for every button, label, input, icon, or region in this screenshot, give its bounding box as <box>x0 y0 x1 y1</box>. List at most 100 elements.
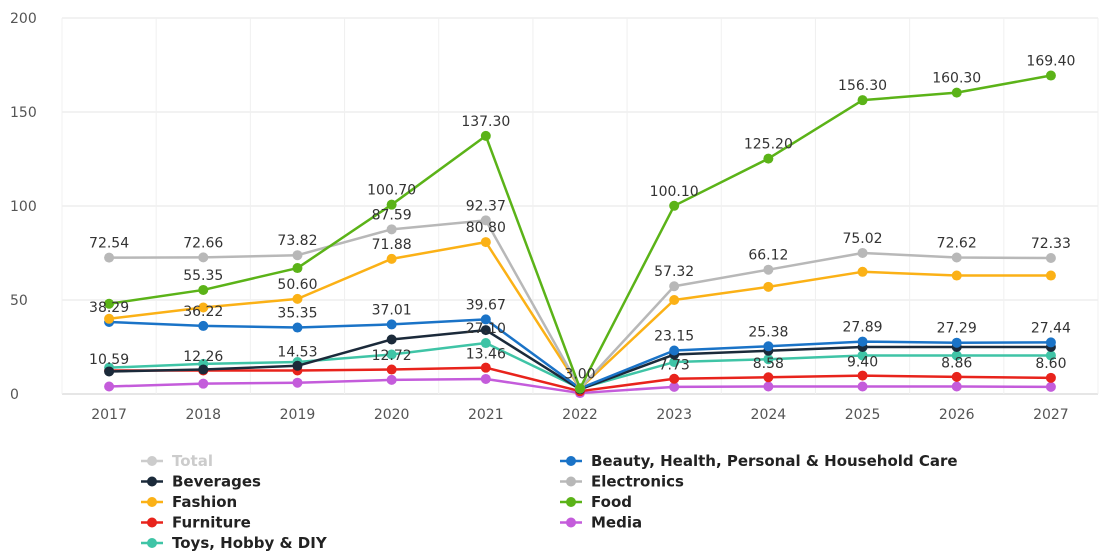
legend-item-fashion[interactable]: Fashion <box>141 493 237 511</box>
point-food-2021[interactable] <box>480 130 491 141</box>
point-beauty-health-personal-household-care-2026[interactable] <box>951 337 962 348</box>
point-toys-hobby-diy-2025[interactable] <box>857 350 868 361</box>
point-food-2017[interactable] <box>104 298 115 309</box>
point-beauty-health-personal-household-care-2027[interactable] <box>1045 337 1056 348</box>
data-label: 39.67 <box>466 297 506 313</box>
point-fashion-2025[interactable] <box>857 266 868 277</box>
legend[interactable]: Total Beauty, Health, Personal & Househol… <box>141 452 958 552</box>
point-toys-hobby-diy-2024[interactable] <box>763 354 774 365</box>
legend-swatch-marker <box>566 476 576 487</box>
point-beauty-health-personal-household-care-2024[interactable] <box>763 341 774 352</box>
point-beauty-health-personal-household-care-2018[interactable] <box>198 320 209 331</box>
legend-item-beverages[interactable]: Beverages <box>141 473 261 491</box>
legend-swatch-marker <box>147 517 157 528</box>
point-food-2027[interactable] <box>1045 70 1056 81</box>
point-food-2024[interactable] <box>763 153 774 164</box>
x-tick-label-2027: 2027 <box>1033 407 1069 423</box>
point-beauty-health-personal-household-care-2021[interactable] <box>480 314 491 325</box>
point-furniture-2023[interactable] <box>669 373 680 384</box>
point-fashion-2020[interactable] <box>386 253 397 264</box>
x-tick-label-2025: 2025 <box>845 407 881 423</box>
point-beauty-health-personal-household-care-2023[interactable] <box>669 345 680 356</box>
point-electronics-2026[interactable] <box>951 252 962 263</box>
point-media-2025[interactable] <box>857 381 868 392</box>
point-toys-hobby-diy-2026[interactable] <box>951 350 962 361</box>
legend-item-electronics[interactable]: Electronics <box>560 473 684 491</box>
point-furniture-2025[interactable] <box>857 370 868 381</box>
point-furniture-2024[interactable] <box>763 372 774 383</box>
point-electronics-2018[interactable] <box>198 252 209 263</box>
point-electronics-2021[interactable] <box>480 215 491 226</box>
point-media-2027[interactable] <box>1045 381 1056 392</box>
point-beverages-2017[interactable] <box>104 366 115 377</box>
point-food-2022[interactable] <box>575 383 585 394</box>
point-food-2020[interactable] <box>386 199 397 210</box>
point-media-2017[interactable] <box>104 381 115 392</box>
point-beverages-2018[interactable] <box>198 364 209 375</box>
legend-swatch-marker <box>147 476 157 487</box>
data-label: 8.58 <box>753 356 784 372</box>
point-food-2023[interactable] <box>669 200 680 211</box>
legend-item-furniture[interactable]: Furniture <box>141 514 251 532</box>
point-furniture-2027[interactable] <box>1045 372 1056 383</box>
point-beauty-health-personal-household-care-2025[interactable] <box>857 336 868 347</box>
point-food-2025[interactable] <box>857 95 868 106</box>
point-food-2026[interactable] <box>951 87 962 98</box>
point-fashion-2023[interactable] <box>669 295 680 305</box>
point-toys-hobby-diy-2023[interactable] <box>669 357 680 368</box>
legend-label: Electronics <box>591 473 684 491</box>
point-food-2019[interactable] <box>292 263 303 274</box>
point-fashion-2027[interactable] <box>1045 270 1056 281</box>
x-tick-label-2020: 2020 <box>374 407 410 423</box>
point-beauty-health-personal-household-care-2020[interactable] <box>386 319 397 330</box>
point-fashion-2026[interactable] <box>951 270 962 281</box>
legend-item-beauty-health-personal-household-care[interactable]: Beauty, Health, Personal & Household Car… <box>560 452 958 470</box>
point-toys-hobby-diy-2020[interactable] <box>386 349 397 360</box>
point-electronics-2024[interactable] <box>763 264 774 275</box>
legend-swatch-marker <box>147 497 157 507</box>
point-electronics-2023[interactable] <box>669 281 680 292</box>
legend-item-media[interactable]: Media <box>560 514 642 532</box>
point-beauty-health-personal-household-care-2019[interactable] <box>292 322 303 333</box>
point-media-2021[interactable] <box>480 373 491 384</box>
point-beverages-2020[interactable] <box>386 334 397 345</box>
point-fashion-2018[interactable] <box>198 302 209 313</box>
point-electronics-2020[interactable] <box>386 224 397 235</box>
point-media-2023[interactable] <box>669 381 680 392</box>
point-fashion-2019[interactable] <box>292 293 303 304</box>
legend-item-food[interactable]: Food <box>560 493 632 511</box>
point-electronics-2017[interactable] <box>104 252 115 263</box>
point-furniture-2026[interactable] <box>951 371 962 382</box>
axis-ticks: 0 50 100 150 200 2017 2018 2019 2020 2021 2022 2023… <box>10 11 1069 423</box>
point-toys-hobby-diy-2021[interactable] <box>480 338 491 349</box>
point-fashion-2021[interactable] <box>480 237 491 248</box>
data-label: 80.80 <box>466 220 506 236</box>
y-tick-label: 0 <box>10 387 19 403</box>
point-toys-hobby-diy-2027[interactable] <box>1045 350 1056 361</box>
point-media-2026[interactable] <box>951 381 962 392</box>
point-media-2024[interactable] <box>763 381 774 392</box>
data-label: 27.29 <box>937 321 977 337</box>
point-electronics-2025[interactable] <box>857 247 868 258</box>
point-food-2018[interactable] <box>198 284 209 295</box>
point-media-2019[interactable] <box>292 377 303 388</box>
point-furniture-2020[interactable] <box>386 364 397 375</box>
point-media-2020[interactable] <box>386 374 397 385</box>
point-media-2018[interactable] <box>198 378 209 389</box>
point-furniture-2021[interactable] <box>480 362 491 373</box>
data-label: 125.20 <box>744 137 793 153</box>
legend-item-toys-hobby-diy[interactable]: Toys, Hobby & DIY <box>141 534 328 552</box>
point-fashion-2017[interactable] <box>104 313 115 324</box>
data-label: 71.88 <box>372 237 412 253</box>
legend-label: Beverages <box>172 473 261 491</box>
point-beverages-2019[interactable] <box>292 360 303 371</box>
y-tick-label: 200 <box>10 11 37 27</box>
data-label: 87.59 <box>372 207 412 223</box>
point-beverages-2021[interactable] <box>480 325 491 336</box>
legend-item-total[interactable]: Total <box>141 452 213 470</box>
point-fashion-2024[interactable] <box>763 281 774 292</box>
point-electronics-2027[interactable] <box>1045 253 1056 264</box>
data-label: 72.66 <box>183 235 223 251</box>
point-electronics-2019[interactable] <box>292 250 303 261</box>
